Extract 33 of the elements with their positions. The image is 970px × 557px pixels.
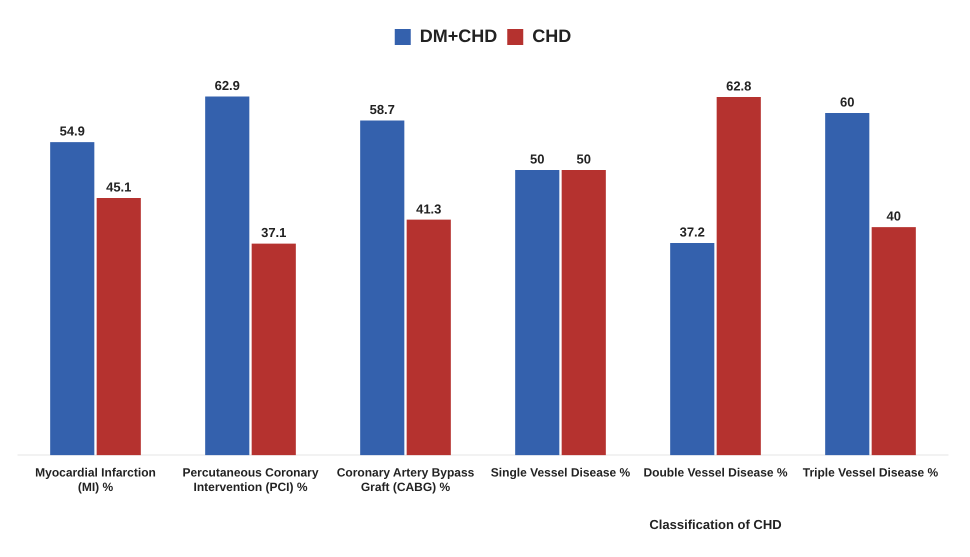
legend-label: CHD xyxy=(532,26,572,46)
x-tick-label: Double Vessel Disease % xyxy=(643,466,788,480)
x-tick-label: Percutaneous Coronary Intervention (PCI) % xyxy=(182,466,319,494)
data-label: 58.7 xyxy=(370,102,395,118)
bar xyxy=(825,113,870,456)
bar xyxy=(716,97,761,456)
bar xyxy=(562,170,606,456)
bar xyxy=(515,170,560,456)
data-label: 62.9 xyxy=(214,78,240,94)
text: Classification of CHD xyxy=(649,516,782,532)
x-tick-label: Myocardial Infarction (MI) % xyxy=(35,466,156,494)
data-label: 54.9 xyxy=(60,124,85,139)
x-tick-label: Single Vessel Disease % xyxy=(490,466,631,480)
legend-label: DM+CHD xyxy=(420,26,498,46)
data-label: 60 xyxy=(840,94,854,110)
bar xyxy=(360,120,404,456)
bar xyxy=(872,227,916,456)
bar xyxy=(50,142,94,456)
x-tick-label: Triple Vessel Disease % xyxy=(802,466,939,480)
data-label: 37.2 xyxy=(680,224,705,240)
data-label: 41.3 xyxy=(416,201,442,216)
data-label: 37.1 xyxy=(261,225,286,240)
bar xyxy=(205,96,250,456)
bar xyxy=(252,244,296,456)
data-label: 62.8 xyxy=(726,78,752,94)
bar xyxy=(406,220,451,456)
data-label: 45.1 xyxy=(106,180,132,195)
data-label: 50 xyxy=(530,152,544,167)
data-label: 50 xyxy=(576,152,591,167)
bar xyxy=(96,198,141,456)
x-tick-label: Coronary Artery Bypass Graft (CABG) % xyxy=(336,466,475,494)
data-label: 40 xyxy=(886,208,901,224)
bar xyxy=(670,243,714,456)
